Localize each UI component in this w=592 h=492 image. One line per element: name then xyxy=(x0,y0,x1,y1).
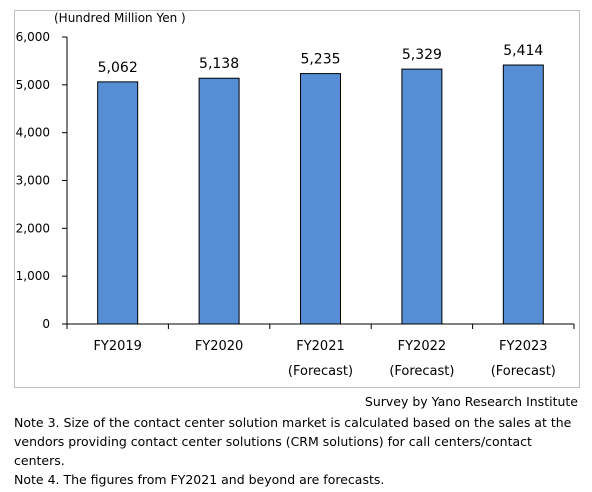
x-category-label: FY2019 xyxy=(93,339,142,354)
data-label: 5,062 xyxy=(98,60,138,76)
y-tick-label: 0 xyxy=(42,317,50,331)
bar xyxy=(300,73,341,325)
y-tick-label: 4,000 xyxy=(16,126,50,140)
x-category-sublabel: (Forecast) xyxy=(389,364,454,379)
y-tick-label: 5,000 xyxy=(16,78,50,92)
bar-chart: (Hundred Million Yen ) 0 1,000 2,000 3,000 4,… xyxy=(16,11,575,379)
source-credit: Survey by Yano Research Institute xyxy=(364,394,578,409)
x-category-sublabel: (Forecast) xyxy=(491,364,556,379)
y-tick-label: 2,000 xyxy=(16,221,50,235)
x-category-label: FY2022 xyxy=(398,339,447,354)
y-unit-label: (Hundred Million Yen ) xyxy=(54,11,186,25)
note-4: Note 4. The figures from FY2021 and beyo… xyxy=(14,472,385,487)
x-category-label: FY2021 xyxy=(296,339,345,354)
data-label: 5,235 xyxy=(300,52,340,68)
x-category-sublabel: (Forecast) xyxy=(288,364,353,379)
note-3: Note 3. Size of the contact center solut… xyxy=(14,415,572,468)
bar xyxy=(502,64,544,325)
bar xyxy=(198,77,240,325)
data-label: 5,138 xyxy=(199,56,239,72)
data-label: 5,414 xyxy=(503,43,543,59)
y-tick-label: 6,000 xyxy=(16,30,50,44)
notes: Note 3. Size of the contact center solut… xyxy=(14,413,580,489)
x-category-label: FY2023 xyxy=(499,339,548,354)
x-category-label: FY2020 xyxy=(195,339,244,354)
bar xyxy=(401,68,443,325)
data-label: 5,329 xyxy=(402,47,442,63)
bar xyxy=(97,81,139,325)
y-tick-label: 1,000 xyxy=(16,269,50,283)
y-tick-label: 3,000 xyxy=(16,174,50,188)
